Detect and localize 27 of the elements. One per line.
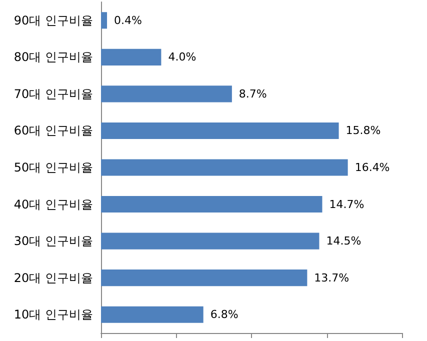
bar — [101, 306, 204, 323]
y-tick-label: 40대 인구비율 — [14, 197, 93, 212]
bar — [101, 159, 348, 176]
y-tick-label: 70대 인구비율 — [14, 86, 93, 101]
y-tick-label: 60대 인구비율 — [14, 124, 93, 138]
data-label: 4.0% — [168, 50, 196, 64]
y-tick-label: 10대 인구비율 — [14, 308, 93, 322]
bar — [101, 270, 308, 286]
bar — [101, 122, 339, 139]
data-label: 14.5% — [326, 234, 362, 248]
data-label: 13.7% — [314, 271, 350, 284]
y-tick-label: 90대 인구비율 — [14, 13, 93, 28]
data-label: 8.7% — [238, 87, 267, 100]
data-label: 6.8% — [210, 308, 238, 322]
bar — [101, 12, 108, 29]
data-label: 0.4% — [114, 14, 142, 27]
data-label: 15.8% — [346, 124, 381, 138]
bar — [101, 232, 320, 250]
data-label: 16.4% — [354, 161, 390, 174]
y-tick-label: 50대 인구비율 — [14, 160, 93, 174]
bar — [101, 196, 322, 213]
bar — [101, 48, 162, 66]
y-tick-label: 30대 인구비율 — [14, 234, 93, 248]
y-tick-label: 80대 인구비율 — [14, 50, 93, 64]
bar — [101, 86, 232, 102]
y-tick-label: 20대 인구비율 — [14, 270, 93, 285]
data-label: 14.7% — [329, 198, 364, 211]
